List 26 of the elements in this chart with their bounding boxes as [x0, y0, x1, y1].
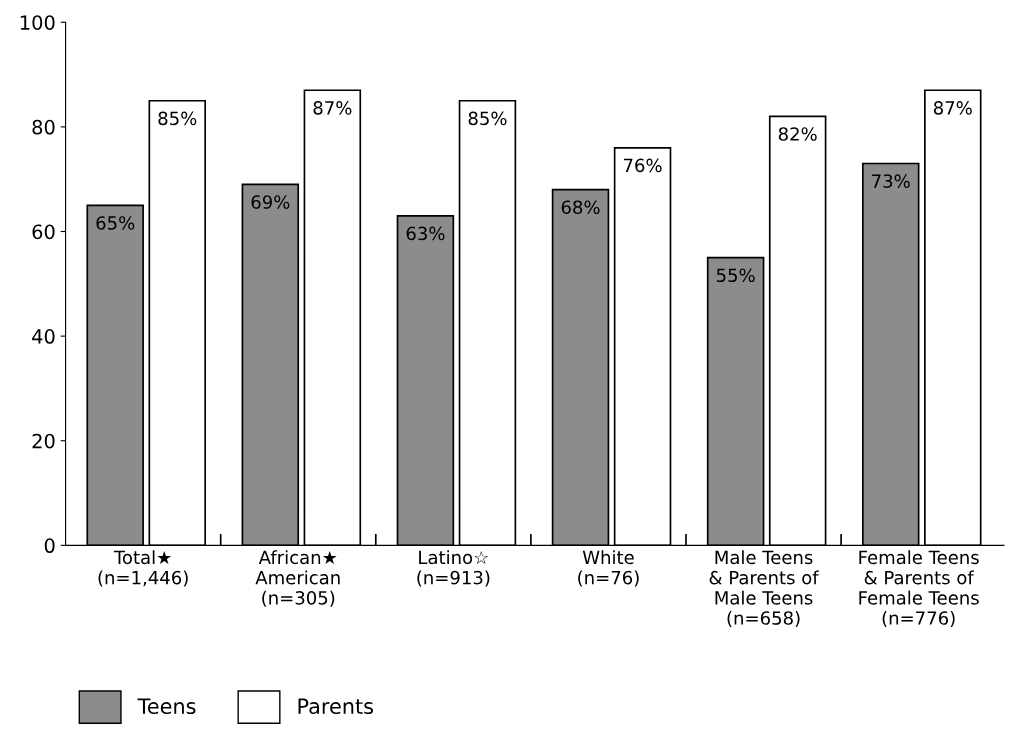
- data-label: 82%: [778, 127, 817, 141]
- data-label: 73%: [872, 174, 910, 188]
- data-label: 65%: [96, 216, 135, 230]
- x-tick-label: Total★ (n=1,446): [98, 550, 188, 587]
- y-tick-label: 80: [32, 119, 55, 135]
- data-label: 85%: [468, 111, 507, 126]
- y-tick-label: 0: [44, 538, 55, 554]
- legend-label: Parents: [298, 698, 374, 715]
- x-tick-label: Male Teens & Parents of Male Teens (n=658): [709, 550, 819, 627]
- data-label: 69%: [251, 195, 290, 209]
- data-label: 55%: [716, 268, 755, 283]
- x-tick-label: White (n=76): [578, 550, 639, 587]
- y-tick-label: 40: [32, 329, 55, 344]
- x-tick-label: Latino☆ (n=913): [417, 550, 490, 587]
- x-tick-label: African★ American (n=305): [255, 550, 340, 607]
- y-tick-label: 20: [32, 433, 55, 449]
- data-label: 63%: [406, 226, 445, 241]
- data-label: 68%: [561, 200, 600, 215]
- y-tick-label: 100: [20, 15, 55, 30]
- data-label: 87%: [933, 101, 972, 115]
- legend-label: Teens: [137, 698, 196, 715]
- data-label: 87%: [313, 101, 352, 115]
- y-tick-label: 60: [32, 224, 55, 240]
- data-label: 76%: [623, 158, 662, 173]
- x-tick-label: Female Teens & Parents of Female Teens (n=776): [859, 550, 979, 627]
- data-label: 85%: [158, 111, 197, 126]
